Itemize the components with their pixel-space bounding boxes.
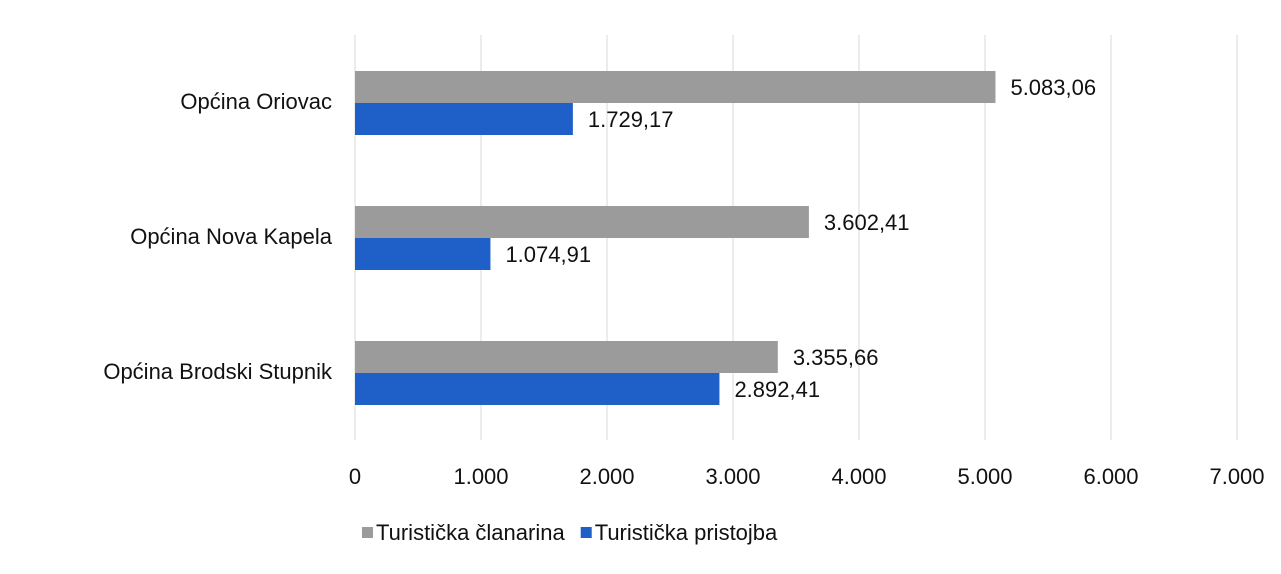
- bar: [355, 71, 996, 103]
- x-tick-label: 2.000: [579, 464, 634, 489]
- value-label: 5.083,06: [1010, 75, 1096, 100]
- bar: [355, 103, 573, 135]
- category-label: Općina Brodski Stupnik: [103, 359, 333, 384]
- x-tick-label: 1.000: [453, 464, 508, 489]
- value-label: 1.729,17: [588, 107, 674, 132]
- value-label: 2.892,41: [734, 377, 820, 402]
- bar: [355, 373, 720, 405]
- category-label: Općina Nova Kapela: [130, 224, 333, 249]
- bar: [355, 206, 809, 238]
- x-tick-label: 7.000: [1209, 464, 1264, 489]
- legend-swatch: [580, 527, 592, 538]
- legend-label: Turistička pristojba: [595, 520, 778, 545]
- bar: [355, 341, 778, 373]
- x-tick-label: 6.000: [1083, 464, 1138, 489]
- category-label: Općina Oriovac: [180, 89, 332, 114]
- legend-label: Turistička članarina: [376, 520, 565, 545]
- value-label: 3.602,41: [824, 210, 910, 235]
- value-label: 1.074,91: [505, 242, 591, 267]
- x-tick-label: 5.000: [957, 464, 1012, 489]
- value-label: 3.355,66: [793, 345, 879, 370]
- x-tick-label: 4.000: [831, 464, 886, 489]
- x-tick-label: 0: [349, 464, 361, 489]
- legend-swatch: [362, 527, 373, 538]
- bar: [355, 238, 491, 270]
- x-tick-label: 3.000: [705, 464, 760, 489]
